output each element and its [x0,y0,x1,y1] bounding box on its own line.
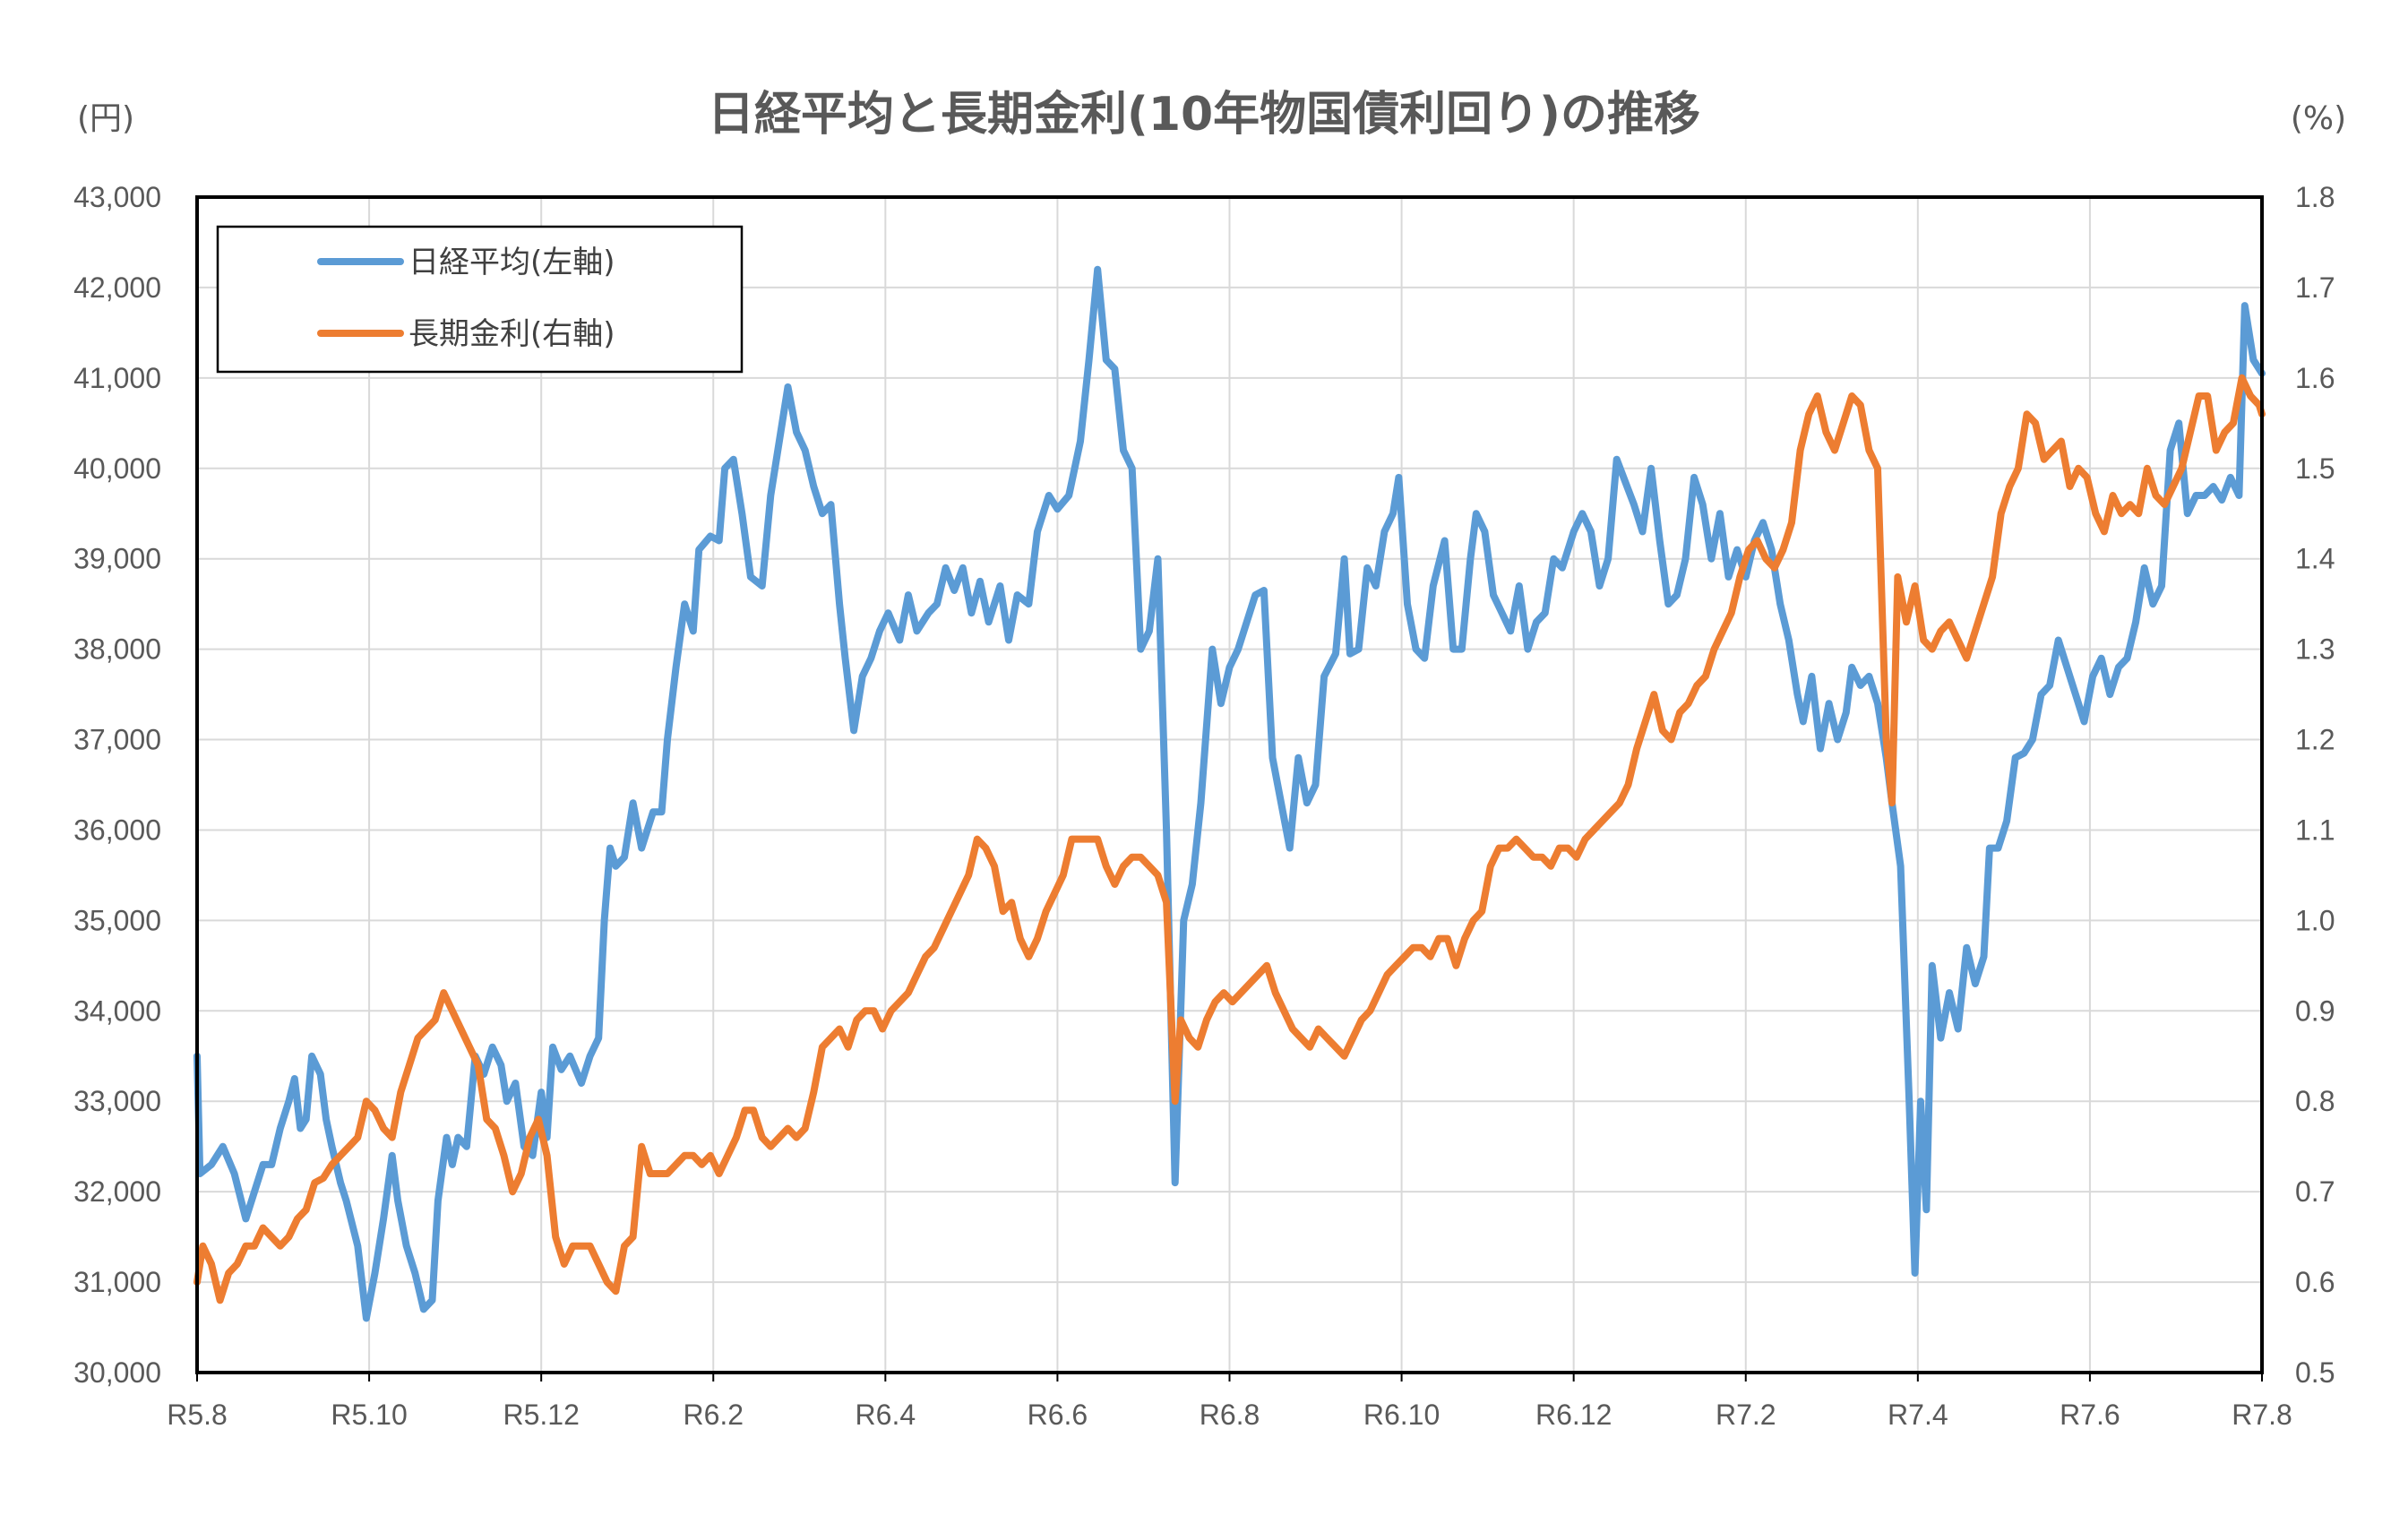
right-axis-tick-label: 0.8 [2295,1085,2335,1117]
x-axis-tick-label: R6.12 [1535,1399,1612,1431]
left-axis-tick-label: 31,000 [73,1266,161,1298]
right-axis-tick-label: 1.7 [2295,271,2335,304]
left-axis-tick-label: 33,000 [73,1085,161,1117]
left-axis-tick-label: 42,000 [73,271,161,304]
chart-title: 日経平均と長期金利(10年物国債利回り)の推移 [708,88,1700,142]
x-axis-tick-label: R6.6 [1028,1399,1088,1431]
series-line-nikkei [194,265,2266,1322]
right-axis-tick-label: 1.8 [2295,181,2335,213]
series-layer [194,265,2266,1322]
right-axis-tick-label: 1.2 [2295,724,2335,756]
x-axis-tick-label: R5.10 [331,1399,407,1431]
left-axis-tick-label: 39,000 [73,543,161,575]
right-axis-tick-label: 1.0 [2295,904,2335,936]
x-axis-tick-label: R5.8 [167,1399,228,1431]
x-axis-tick-label: R6.8 [1200,1399,1260,1431]
x-axis-tick-label: R6.10 [1363,1399,1440,1431]
left-axis: 30,000 31,000 32,000 33,000 34,000 35,000 36,0… [73,181,161,1389]
left-axis-tick-label: 34,000 [73,994,161,1027]
x-axis-tick-label: R5.12 [503,1399,579,1431]
x-axis-tick-label: R6.2 [683,1399,744,1431]
left-axis-tick-label: 30,000 [73,1356,161,1389]
right-axis-tick-label: 0.9 [2295,994,2335,1027]
x-axis-tick-label: R6.4 [856,1399,916,1431]
right-axis-tick-label: 1.4 [2295,543,2335,575]
x-axis: R5.8 R5.10 R5.12 R6.2 R6.4 R6.6 R6.8 R6.10 R6.12… [167,1373,2292,1431]
right-axis-tick-label: 1.1 [2295,813,2335,846]
left-axis-tick-label: 43,000 [73,181,161,213]
legend: 日経平均(左軸) 長期金利(右軸) [216,225,744,374]
x-axis-tick-label: R7.6 [2060,1399,2120,1431]
right-axis-tick-label: 1.5 [2295,452,2335,485]
legend-box [216,225,744,374]
left-axis-tick-label: 41,000 [73,362,161,394]
legend-label-nikkei: 日経平均(左軸) [408,245,615,280]
left-axis-tick-label: 36,000 [73,813,161,846]
right-axis-tick-label: 0.5 [2295,1356,2335,1389]
legend-label-yield: 長期金利(右軸) [408,316,615,352]
x-axis-tick-label: R7.8 [2232,1399,2292,1431]
right-axis-unit: (%) [2291,100,2346,137]
left-axis-tick-label: 32,000 [73,1175,161,1208]
right-axis-tick-label: 0.7 [2295,1175,2335,1208]
left-axis-tick-label: 40,000 [73,452,161,485]
right-axis-tick-label: 1.3 [2295,633,2335,666]
left-axis-tick-label: 38,000 [73,633,161,666]
right-axis: 0.5 0.6 0.7 0.8 0.9 1.0 1.1 1.2 1.3 1.4 1.5 1.6 1.7 1… [2295,181,2335,1389]
x-axis-tick-label: R7.4 [1888,1399,1948,1431]
left-axis-tick-label: 35,000 [73,904,161,936]
x-axis-tick-label: R7.2 [1716,1399,1776,1431]
series-line-yield [194,374,2266,1304]
left-axis-tick-label: 37,000 [73,724,161,756]
right-axis-tick-label: 0.6 [2295,1266,2335,1298]
left-axis-unit: (円) [77,100,134,137]
right-axis-tick-label: 1.6 [2295,362,2335,394]
